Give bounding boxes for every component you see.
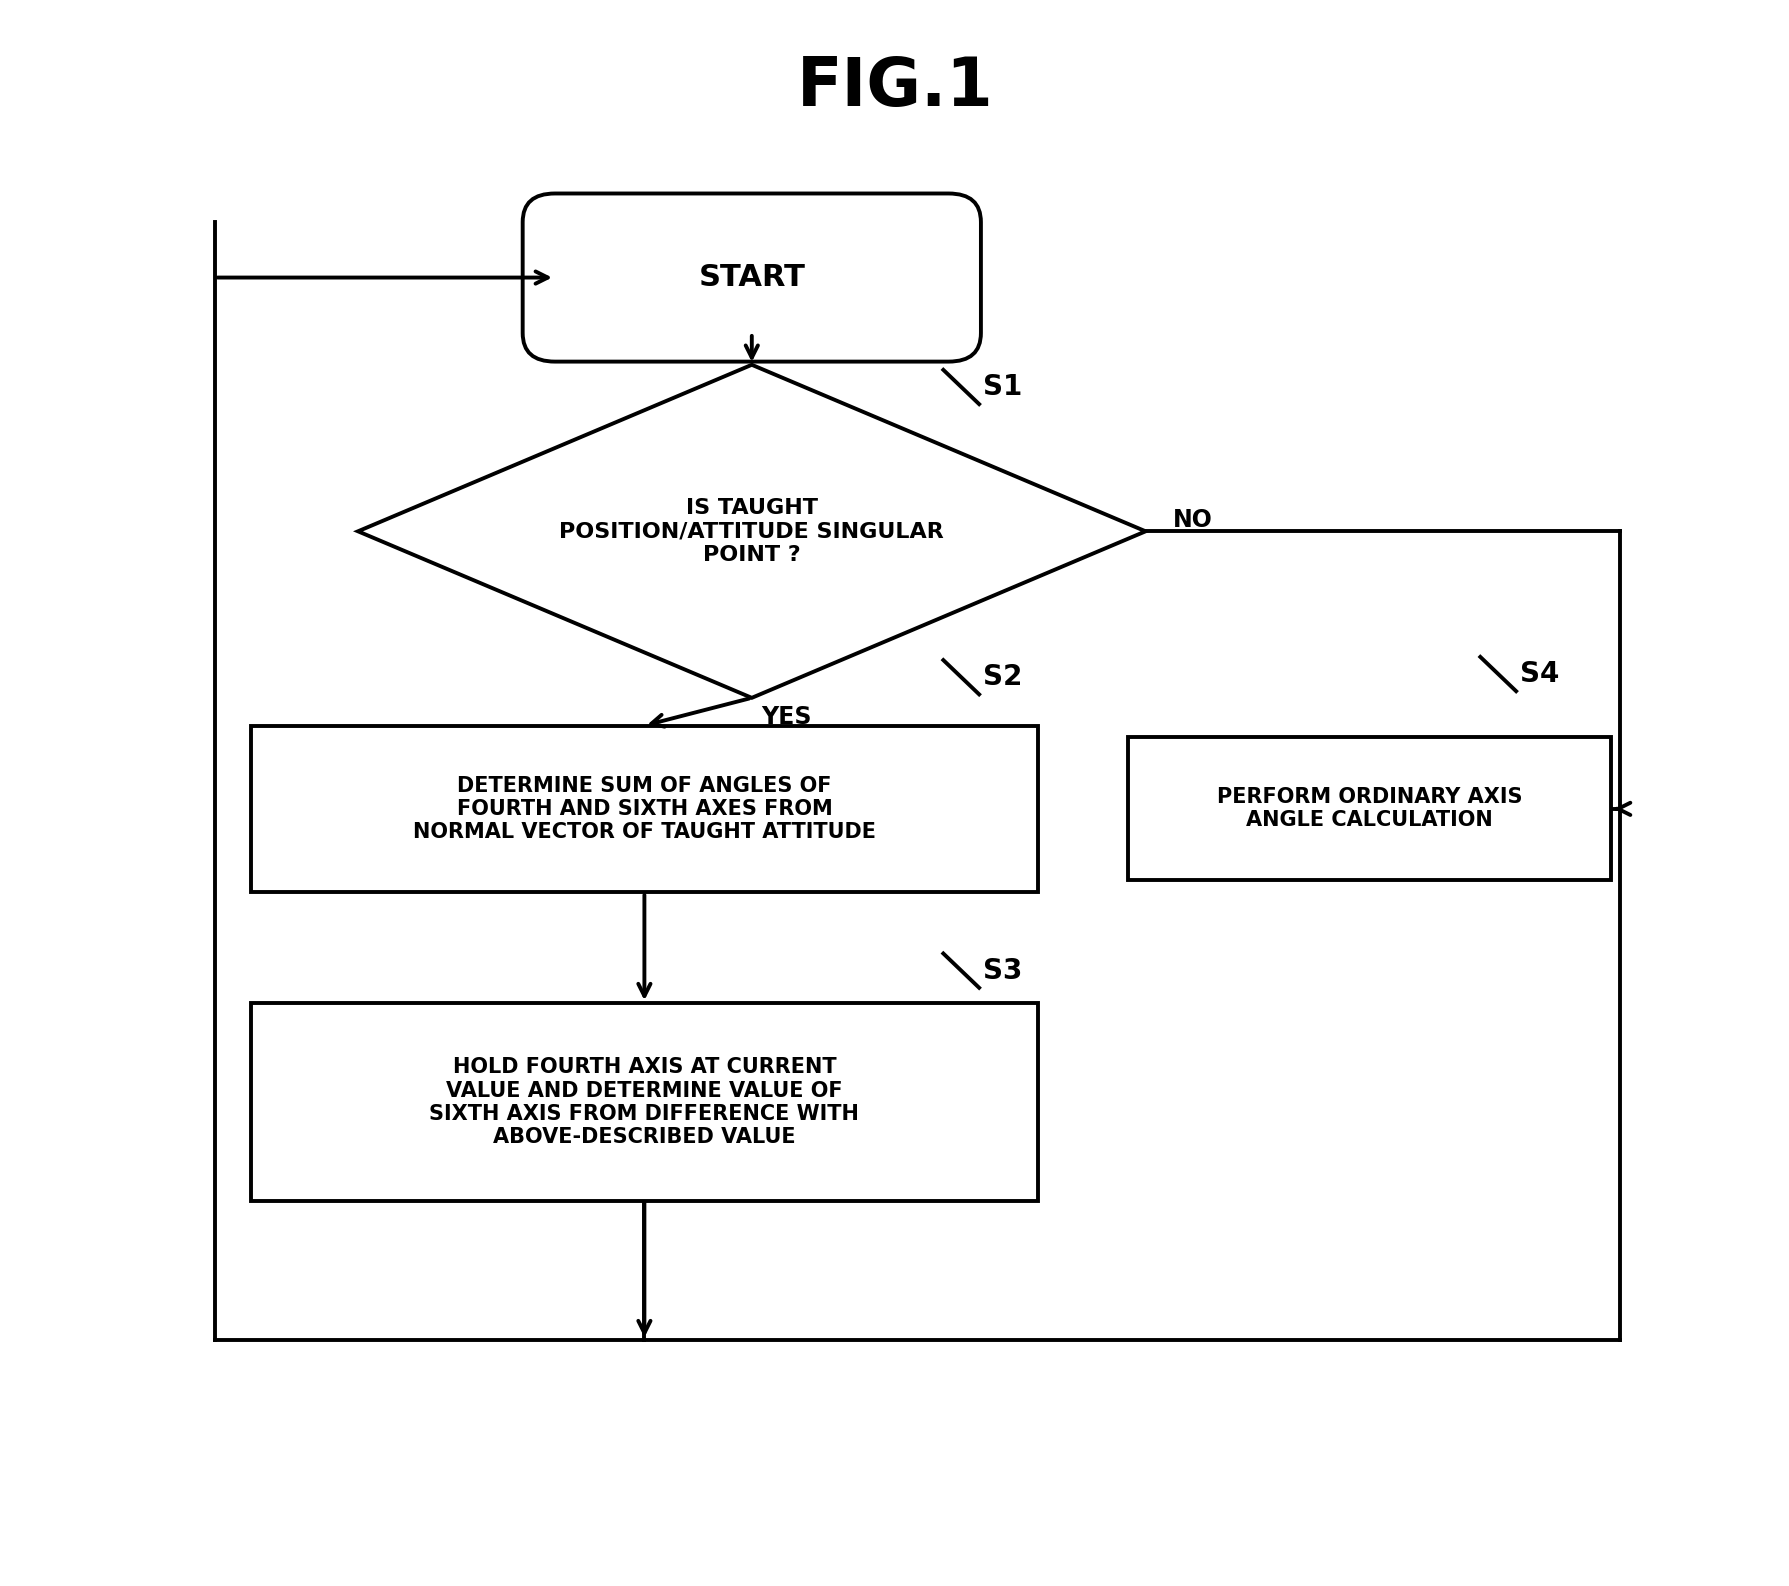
Text: DETERMINE SUM OF ANGLES OF
FOURTH AND SIXTH AXES FROM
NORMAL VECTOR OF TAUGHT AT: DETERMINE SUM OF ANGLES OF FOURTH AND SI… <box>413 776 875 842</box>
Text: S2: S2 <box>982 663 1022 691</box>
Text: S4: S4 <box>1519 660 1558 688</box>
Text: HOLD FOURTH AXIS AT CURRENT
VALUE AND DETERMINE VALUE OF
SIXTH AXIS FROM DIFFERE: HOLD FOURTH AXIS AT CURRENT VALUE AND DE… <box>429 1058 859 1147</box>
Text: S1: S1 <box>982 373 1022 401</box>
Text: FIG.1: FIG.1 <box>796 54 993 121</box>
FancyBboxPatch shape <box>522 193 980 362</box>
Polygon shape <box>358 365 1145 698</box>
Text: S3: S3 <box>982 956 1022 985</box>
Text: NO: NO <box>1172 508 1211 533</box>
Text: PERFORM ORDINARY AXIS
ANGLE CALCULATION: PERFORM ORDINARY AXIS ANGLE CALCULATION <box>1217 787 1521 831</box>
Text: YES: YES <box>760 704 810 730</box>
Text: START: START <box>698 263 805 292</box>
Bar <box>250 726 1038 891</box>
Bar <box>1127 737 1610 880</box>
Text: IS TAUGHT
POSITION/ATTITUDE SINGULAR
POINT ?: IS TAUGHT POSITION/ATTITUDE SINGULAR POI… <box>560 498 943 565</box>
Bar <box>250 1004 1038 1202</box>
